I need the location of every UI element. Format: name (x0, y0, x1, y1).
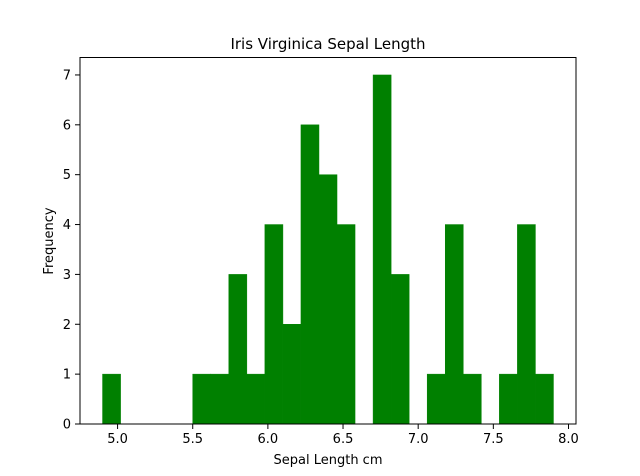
histogram-bar (463, 373, 482, 425)
histogram-bar (499, 373, 518, 425)
y-tick-label: 3 (63, 268, 71, 283)
histogram-bar (264, 224, 284, 425)
y-tick-label: 1 (63, 368, 71, 383)
x-tick-label: 7.0 (408, 432, 429, 447)
histogram-bar (517, 224, 536, 425)
x-axis-label: Sepal Length cm (274, 453, 383, 468)
x-tick-label: 6.5 (333, 432, 354, 447)
y-tick-label: 6 (63, 118, 71, 133)
histogram-bar (372, 74, 392, 425)
histogram-bar (300, 124, 320, 425)
y-axis-ticks: 0 1 2 3 4 5 6 7 (63, 68, 80, 433)
histogram-bar (318, 174, 338, 425)
y-tick-label: 4 (63, 218, 71, 233)
x-tick-label: 6.0 (258, 432, 279, 447)
x-axis-ticks: 5.0 5.5 6.0 6.5 7.0 7.5 8.0 (107, 424, 579, 447)
x-tick-label: 8.0 (558, 432, 579, 447)
histogram-bar (426, 373, 446, 425)
y-tick-label: 0 (63, 418, 71, 433)
x-tick-label: 5.0 (107, 432, 128, 447)
plot-frame (79, 57, 577, 425)
histogram-bar (228, 274, 248, 425)
histogram-bar (246, 373, 266, 425)
histogram-bar (535, 373, 554, 425)
y-tick-label: 2 (63, 318, 71, 333)
histogram-bar (102, 373, 121, 425)
histogram-bar (336, 224, 356, 425)
y-tick-label: 7 (63, 68, 71, 83)
bars-group (102, 74, 554, 425)
histogram-bar (210, 373, 230, 425)
histogram-bar (192, 373, 212, 425)
histogram-bar (444, 224, 464, 425)
y-tick-label: 5 (63, 168, 71, 183)
histogram-bar (282, 324, 302, 425)
x-tick-label: 7.5 (483, 432, 504, 447)
histogram-bar (390, 274, 410, 425)
x-tick-label: 5.5 (182, 432, 203, 447)
y-axis-label: Frequency (42, 207, 57, 274)
chart-title: Iris Virginica Sepal Length (230, 35, 425, 53)
